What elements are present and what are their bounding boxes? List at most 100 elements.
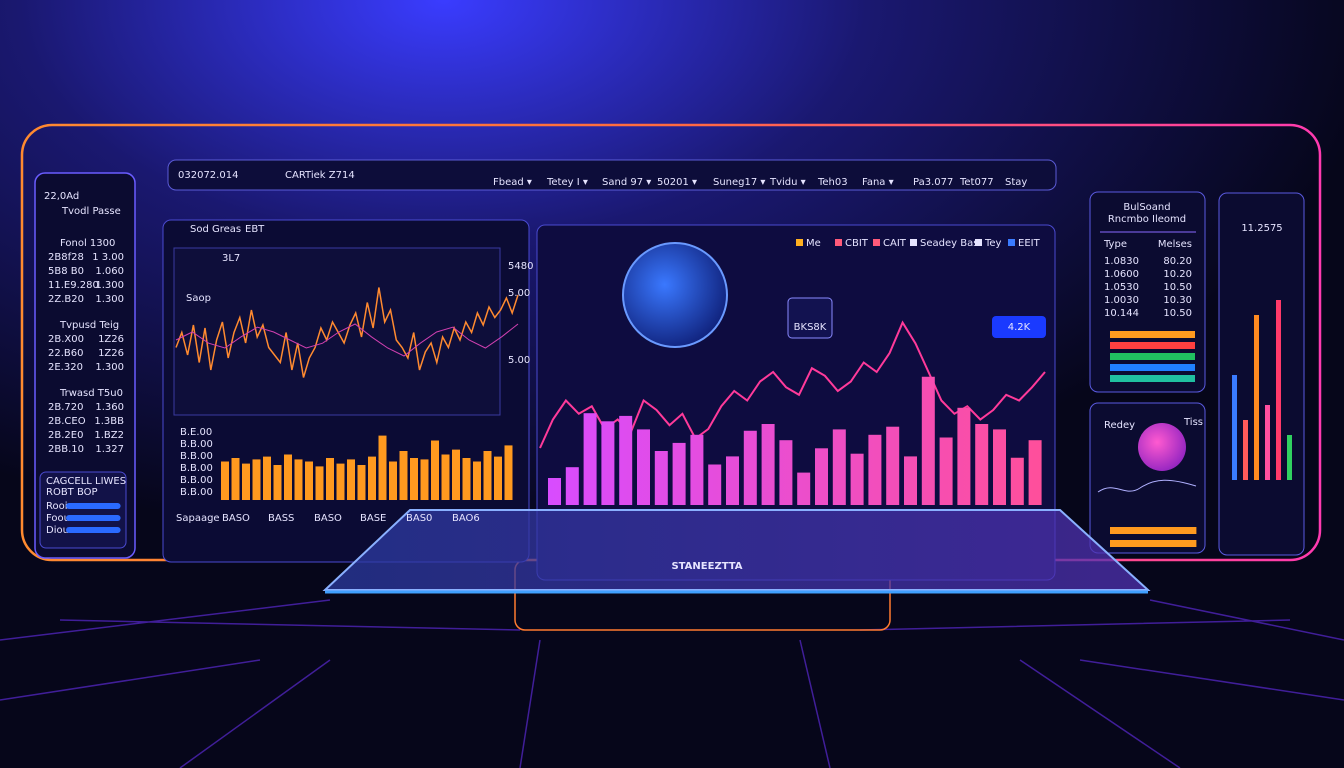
footer-label: Fooue	[46, 513, 76, 524]
bar	[690, 434, 704, 505]
row-cell: 1.300	[95, 362, 124, 373]
row-cell: 1.0600	[1104, 269, 1139, 280]
row-cell: 2B.X00	[48, 334, 84, 345]
meter	[1110, 364, 1195, 371]
row-cell: 1.300	[95, 280, 124, 291]
gauge-label: Redey	[1104, 420, 1135, 431]
bar	[1232, 375, 1237, 480]
legend-entry: Me	[806, 238, 821, 249]
price-plot	[173, 247, 501, 416]
bar	[815, 448, 828, 505]
button[interactable]: Saop	[186, 293, 211, 304]
row-cell: 10.30	[1163, 295, 1192, 306]
y-tick-label: 5.00	[508, 288, 530, 299]
tablet	[322, 509, 1151, 591]
row-cell: 2Z.B20	[48, 294, 84, 305]
header-id: 032072.014	[178, 170, 238, 181]
menu-item[interactable]: Tetey I ▾	[546, 177, 588, 188]
row-cell: 1.0830	[1104, 256, 1139, 267]
menu-item[interactable]: Fbead ▾	[493, 177, 532, 188]
row-cell: 10.20	[1163, 269, 1192, 280]
bar-label: B.B.00	[180, 475, 213, 486]
bar	[473, 461, 481, 500]
callout-box	[787, 297, 833, 339]
meter	[66, 503, 121, 509]
row-cell: 1.0530	[1104, 282, 1139, 293]
row-cell: 2B.CEO	[48, 416, 86, 427]
callout-box	[992, 316, 1046, 338]
row-cell: 2B.720	[48, 402, 84, 413]
bar	[832, 429, 846, 505]
footer-label: Dioue	[46, 525, 75, 536]
menu-item[interactable]: Tet077	[959, 177, 994, 188]
menu-item[interactable]: Pa3.077	[913, 177, 953, 188]
menu-item[interactable]: Teh03	[817, 177, 848, 188]
callout: BKS8K	[794, 322, 827, 333]
menu-item[interactable]: Tvidu ▾	[769, 177, 806, 188]
legend-entry: Tey	[984, 238, 1002, 249]
legend-swatch	[1008, 239, 1015, 246]
price-line-2	[175, 323, 519, 357]
bar-label: B.B.00	[180, 463, 213, 474]
bar	[1243, 420, 1248, 480]
bar	[1265, 405, 1270, 480]
legend-entry: EEIT	[1018, 238, 1041, 249]
row-cell: 2B.2E0	[48, 430, 83, 441]
legend-swatch	[796, 239, 803, 246]
bar	[483, 451, 492, 500]
bar	[347, 459, 355, 500]
bar	[431, 440, 439, 500]
menu-item[interactable]: Stay	[1005, 177, 1027, 188]
bar	[957, 407, 971, 505]
legend-swatch	[975, 239, 982, 246]
x-label: Sapaage	[176, 513, 220, 524]
row-cell: 10.50	[1163, 282, 1192, 293]
row-cell: 22.B60	[48, 348, 84, 359]
meter	[1110, 375, 1195, 382]
panel-title: BulSoand	[1123, 202, 1170, 213]
legend-swatch	[835, 239, 842, 246]
tab[interactable]: EBT	[245, 224, 265, 235]
bar	[389, 461, 397, 500]
row-cell: 1.360	[95, 402, 124, 413]
footer-label: Rooie	[46, 501, 74, 512]
tab[interactable]: Sod Greas	[190, 224, 241, 235]
bar	[494, 456, 502, 500]
col-header: Type	[1103, 239, 1127, 250]
price-line	[175, 287, 519, 378]
bar-label: B.B.00	[180, 487, 213, 498]
sparkline	[1097, 479, 1197, 493]
bar	[743, 430, 757, 505]
far-right-panel	[1218, 192, 1305, 556]
bar	[1254, 315, 1259, 480]
bar	[708, 464, 722, 505]
bar	[654, 451, 668, 505]
bar	[1287, 435, 1292, 480]
bar	[761, 424, 775, 505]
menu-item[interactable]: Fana ▾	[862, 177, 894, 188]
meter	[1110, 353, 1195, 360]
y-tick-label: 5.00	[508, 355, 530, 366]
bar	[672, 442, 686, 505]
callout: 4.2K	[1008, 322, 1031, 333]
menu-item[interactable]: Sand 97 ▾	[602, 177, 651, 188]
meter	[1110, 331, 1195, 338]
bar	[378, 435, 387, 500]
menu-item[interactable]: 50201 ▾	[657, 177, 697, 188]
bar	[326, 458, 334, 500]
menu-item[interactable]: Suneg17 ▾	[713, 177, 765, 188]
row-cell: 1.060	[95, 266, 124, 277]
gauge-tag: Tiss	[1183, 417, 1203, 428]
bar	[993, 429, 1006, 505]
bar	[850, 453, 864, 505]
col-header: Melses	[1158, 239, 1192, 250]
bar	[410, 458, 418, 500]
bar	[263, 456, 271, 500]
bar	[921, 376, 935, 505]
bar	[1010, 457, 1024, 505]
group-heading: Trwasd T5u0	[59, 388, 123, 399]
row-cell: 1.300	[95, 294, 124, 305]
bar-label: B.B.00	[180, 439, 213, 450]
bar	[904, 456, 917, 505]
